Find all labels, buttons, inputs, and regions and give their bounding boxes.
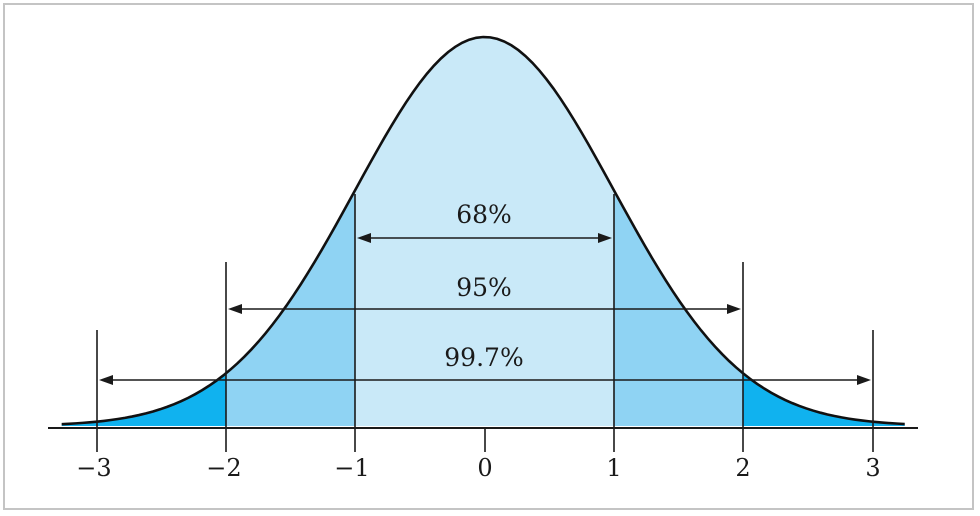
label-95-percent: 95% <box>456 273 512 302</box>
arrow-99-7 <box>99 375 871 385</box>
arrow-95 <box>228 304 741 314</box>
tail-region-left <box>61 373 226 426</box>
tick-label-neg1: −1 <box>334 454 369 482</box>
tick-label-pos2: 2 <box>735 454 750 482</box>
bell-curve <box>61 35 905 426</box>
tick-label-pos1: 1 <box>606 454 621 482</box>
tick-label-neg3: −3 <box>76 454 111 482</box>
tick-label-pos3: 3 <box>865 454 880 482</box>
label-68-percent: 68% <box>456 200 512 229</box>
arrow-68 <box>357 233 612 243</box>
tail-region-right <box>743 373 905 426</box>
tick-label-0: 0 <box>477 454 492 482</box>
tick-label-neg2: −2 <box>206 454 241 482</box>
center-region <box>355 37 614 426</box>
label-99-7-percent: 99.7% <box>444 343 523 372</box>
